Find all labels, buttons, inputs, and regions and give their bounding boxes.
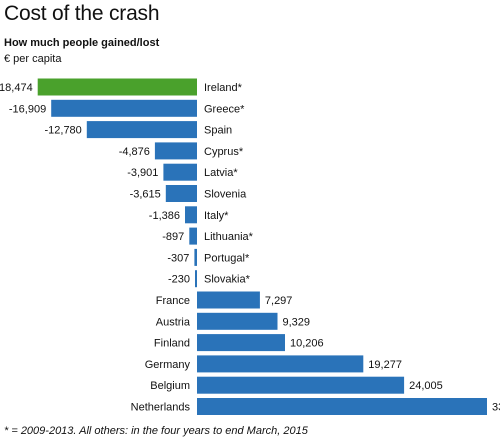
bar-germany: [197, 355, 364, 373]
value-label-finland: 10,206: [290, 338, 324, 350]
bar-finland: [197, 334, 285, 352]
category-label-portugal: Portugal*: [204, 252, 250, 264]
bar-france: [197, 291, 260, 309]
bar-ireland: [37, 78, 198, 96]
category-label-germany: Germany: [145, 359, 191, 371]
value-label-france: 7,297: [265, 295, 293, 307]
category-label-finland: Finland: [154, 338, 190, 350]
unit-label: € per capita: [4, 53, 62, 65]
chart-subtitle: How much people gained/lost: [4, 37, 160, 49]
value-label-austria: 9,329: [283, 316, 311, 328]
value-label-slovenia: -3,615: [130, 189, 161, 201]
bar-greece: [51, 99, 198, 117]
bar-slovenia: [165, 185, 197, 202]
chart-title: Cost of the crash: [4, 2, 160, 25]
value-label-lithuania: -897: [162, 231, 184, 243]
category-label-belgium: Belgium: [150, 380, 190, 392]
value-label-netherlands: 33,621: [492, 402, 500, 414]
bar-spain: [86, 121, 197, 139]
footnote: * = 2009-2013. All others: in the four y…: [4, 425, 308, 437]
value-label-spain: -12,780: [44, 125, 81, 137]
category-label-france: France: [156, 295, 190, 307]
value-label-latvia: -3,901: [127, 167, 158, 179]
value-label-greece: -16,909: [9, 103, 46, 115]
category-label-ireland: Ireland*: [204, 82, 243, 94]
category-label-austria: Austria: [156, 316, 191, 328]
bar-belgium: [197, 376, 405, 394]
bar-austria: [197, 312, 278, 330]
category-label-latvia: Latvia*: [204, 167, 238, 179]
category-label-italy: Italy*: [204, 210, 229, 222]
value-label-slovakia: -230: [168, 274, 190, 286]
bar-portugal: [194, 248, 197, 266]
value-label-ireland: -18,474: [0, 82, 33, 94]
bar-slovakia: [195, 270, 197, 288]
category-label-cyprus: Cyprus*: [204, 146, 244, 158]
bar-italy: [185, 206, 197, 224]
category-label-spain: Spain: [204, 125, 232, 137]
bar-latvia: [163, 163, 197, 181]
category-label-greece: Greece*: [204, 103, 245, 115]
value-label-portugal: -307: [167, 252, 189, 264]
bar-lithuania: [189, 227, 197, 245]
category-label-slovenia: Slovenia: [204, 189, 247, 201]
value-label-belgium: 24,005: [409, 380, 443, 392]
bar-netherlands: [197, 398, 487, 415]
category-label-lithuania: Lithuania*: [204, 231, 254, 243]
category-label-netherlands: Netherlands: [131, 402, 191, 414]
value-label-germany: 19,277: [368, 359, 402, 371]
bar-cyprus: [154, 142, 197, 160]
value-label-cyprus: -4,876: [119, 146, 150, 158]
category-label-slovakia: Slovakia*: [204, 274, 251, 286]
value-label-italy: -1,386: [149, 210, 180, 222]
